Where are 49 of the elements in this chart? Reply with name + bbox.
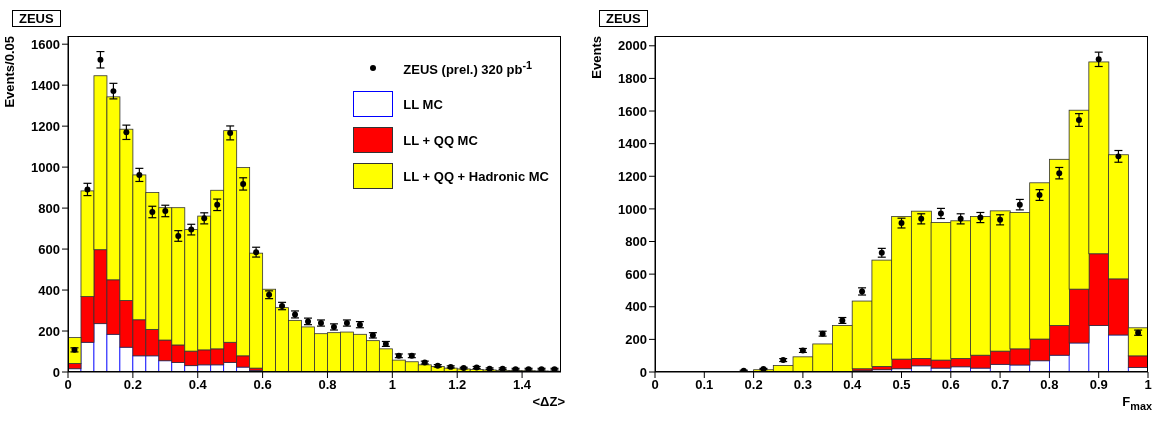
y-tick-label: 1400 (31, 77, 60, 93)
legend-label: LL + QQ MC (403, 132, 478, 148)
y-tick-label: 1600 (618, 103, 647, 119)
y-tick-label: 600 (625, 266, 647, 282)
y-tick-label: 1400 (618, 136, 647, 152)
x-tick-label: 0.6 (941, 377, 960, 393)
y-tick-label: 0 (639, 364, 647, 380)
x-tick-label: 0.4 (188, 377, 208, 393)
x-tick-label: 0.8 (318, 377, 337, 393)
y-tick-label: 1800 (618, 71, 647, 87)
y-tick-label: 1000 (31, 159, 60, 175)
x-tick-label: 0.9 (1089, 377, 1108, 393)
y-tick-label: 400 (625, 299, 647, 315)
y-tick-label: 1200 (31, 118, 60, 134)
y-axis-title: Events (589, 36, 604, 81)
x-axis-title: F$_{max}$ (1122, 394, 1152, 412)
y-tick-label: 1200 (618, 168, 647, 184)
text: ZEUS (12, 10, 61, 27)
y-tick-label: 1600 (31, 36, 60, 52)
x-tick-label: 1.2 (448, 377, 467, 393)
x-tick-label: 0.1 (695, 377, 714, 393)
y-tick-label: 200 (625, 331, 647, 347)
y-tick-label: 800 (38, 200, 60, 216)
x-tick-label: 1.4 (513, 377, 532, 393)
y-tick-label: 2000 (618, 38, 647, 54)
y-tick-label: 0 (52, 364, 60, 380)
x-tick-label: 0.3 (793, 377, 812, 393)
text: ZEUS (599, 10, 648, 27)
x-tick-label: 0.2 (744, 377, 763, 393)
y-axis-title: Events/0.05 (2, 36, 17, 110)
y-tick-label: 400 (38, 282, 60, 298)
x-tick-label: 0 (64, 377, 72, 393)
y-tick-label: 1000 (618, 201, 647, 217)
x-tick-label: 0.4 (843, 377, 862, 393)
x-tick-label: 0.5 (892, 377, 911, 393)
y-tick-label: 600 (38, 241, 60, 257)
legend-label: LL MC (403, 96, 443, 112)
x-tick-label: 1 (388, 377, 396, 393)
y-tick-label: 200 (38, 323, 60, 339)
legend-label: LL + QQ + Hadronic MC (403, 168, 549, 184)
legend-label: ZEUS (prel.) 320 pb$^{-1}$ (403, 58, 533, 78)
x-tick-label: 0.2 (123, 377, 142, 393)
x-tick-label: 0.7 (991, 377, 1010, 393)
y-tick-label: 800 (625, 234, 647, 250)
x-tick-label: 1 (1144, 377, 1152, 393)
x-tick-label: 0.8 (1040, 377, 1059, 393)
x-axis-title: <ΔZ> (532, 394, 565, 409)
x-tick-label: 0 (651, 377, 659, 393)
x-tick-label: 0.6 (253, 377, 272, 393)
